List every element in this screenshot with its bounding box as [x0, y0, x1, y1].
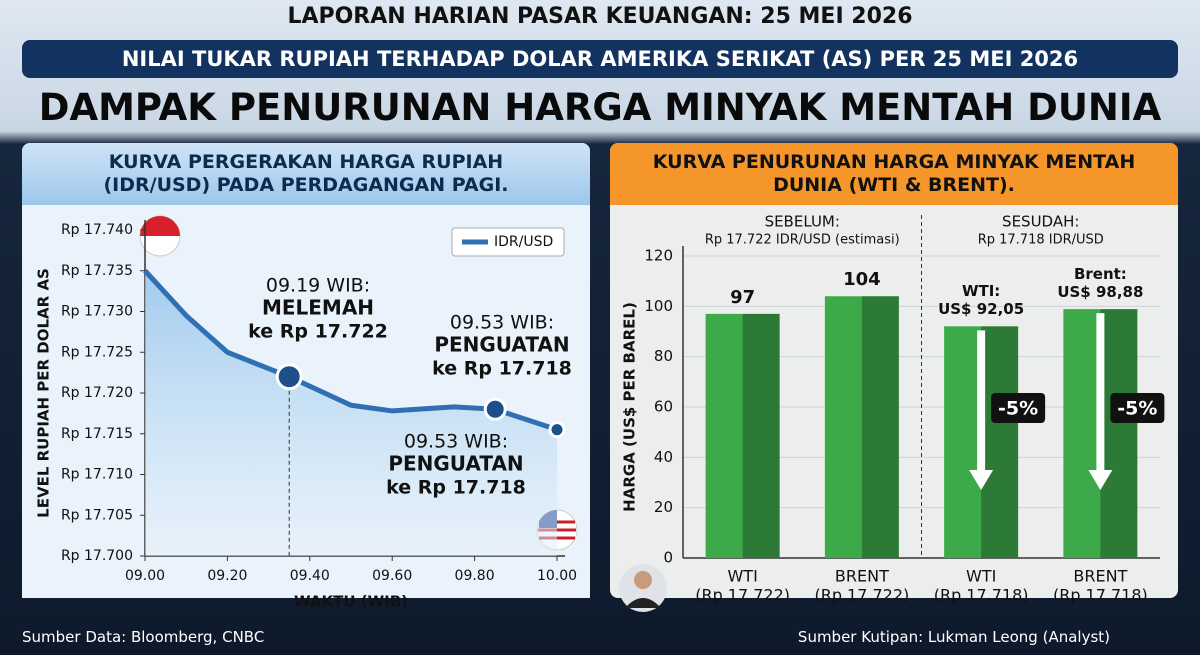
- annotation: 09.53 WIB:: [450, 312, 554, 334]
- group-note: Rp 17.722 IDR/USD (estimasi): [705, 233, 900, 248]
- y-tick-label: 80: [654, 347, 673, 365]
- y-axis-label: HARGA (US$ PER BAREL): [621, 302, 639, 512]
- annotation: ke Rp 17.722: [248, 321, 388, 343]
- chart-title: KURVA PERGERAKAN HARGA RUPIAH (IDR/USD) …: [22, 143, 590, 205]
- y-tick-label: Rp 17.725: [61, 344, 133, 360]
- analyst-photo: [619, 564, 667, 612]
- y-tick-label: Rp 17.735: [61, 263, 133, 279]
- x-axis-label: WAKTU (WIB): [294, 593, 408, 611]
- y-tick-label: 100: [644, 297, 673, 315]
- value-label: 97: [730, 286, 756, 308]
- source: Sumber Data: Bloomberg, CNBC: [22, 628, 265, 646]
- report-title: LAPORAN HARIAN PASAR KEUANGAN: 25 MEI 20…: [287, 4, 913, 29]
- annotation: ke Rp 17.718: [432, 358, 572, 380]
- y-tick-label: 20: [654, 498, 673, 516]
- y-tick-label: Rp 17.715: [61, 426, 133, 442]
- category-note: (Rp 17.722): [695, 586, 790, 605]
- annotation: MELEMAH: [262, 296, 374, 320]
- y-tick-label: Rp 17.740: [61, 222, 133, 238]
- arrow: [969, 330, 994, 490]
- line: [143, 269, 558, 433]
- area: [145, 270, 557, 556]
- y-tick-label: Rp 17.730: [61, 304, 133, 320]
- point: [548, 421, 566, 439]
- annotation: PENGUATAN: [434, 333, 569, 357]
- change-label: -5%: [998, 398, 1038, 420]
- annotation: 09.53 WIB:: [404, 431, 508, 453]
- category-note: (Rp 17.718): [1053, 586, 1148, 605]
- group-title: SEBELUM:: [765, 213, 840, 231]
- x-tick-label: 10.00: [537, 568, 577, 584]
- chart-title: KURVA PENURUNAN HARGA MINYAK MENTAH DUNI…: [610, 143, 1178, 205]
- x-tick-label: WTI: [966, 567, 996, 586]
- value-label: 104: [843, 269, 881, 291]
- change-box: [991, 393, 1046, 423]
- arrow: [1088, 313, 1113, 490]
- annotation: ke Rp 17.718: [386, 477, 526, 499]
- x-tick-label: BRENT: [1073, 567, 1127, 586]
- subtitle-banner: NILAI TUKAR RUPIAH TERHADAP DOLAR AMERIK…: [22, 40, 1178, 78]
- change-box: [1110, 393, 1165, 423]
- group-note: Rp 17.718 IDR/USD: [978, 233, 1104, 248]
- change-label: -5%: [1117, 398, 1157, 420]
- y-tick-label: Rp 17.720: [61, 385, 133, 401]
- category-note: (Rp 17.718): [934, 586, 1029, 605]
- group-title: SESUDAH:: [1002, 213, 1079, 231]
- category-note: (Rp 17.722): [814, 586, 909, 605]
- x-tick-label: 09.20: [207, 568, 247, 584]
- legend-box: [451, 227, 565, 257]
- point: [483, 397, 507, 421]
- bar-shade: [981, 326, 1019, 558]
- annotation: 09.19 WIB:: [266, 275, 370, 297]
- x-tick-label: BRENT: [835, 567, 889, 586]
- value-label: WTI: US$ 92,05: [938, 282, 1025, 319]
- x-tick-label: 09.40: [290, 568, 330, 584]
- y-axis-label: LEVEL RUPIAH PER DOLAR AS: [35, 268, 53, 518]
- x-tick-label: 09.00: [125, 568, 165, 584]
- value-label: Brent: US$ 98,88: [1057, 265, 1144, 302]
- flag-id: [139, 215, 181, 257]
- bar: [824, 296, 899, 558]
- y-tick-label: 40: [654, 448, 673, 466]
- bar-shade: [742, 313, 780, 558]
- bar: [705, 313, 780, 558]
- y-tick-label: 0: [663, 549, 673, 567]
- y-tick-label: 60: [654, 398, 673, 416]
- point: [275, 363, 303, 391]
- legend-label: IDR/USD: [494, 234, 553, 250]
- bar-shade: [1100, 309, 1138, 558]
- y-tick-label: Rp 17.710: [61, 467, 133, 483]
- headline: DAMPAK PENURUNAN HARGA MINYAK MENTAH DUN…: [38, 86, 1162, 129]
- y-tick-label: 120: [644, 247, 673, 265]
- annotation: PENGUATAN: [388, 452, 523, 476]
- bar-shade: [861, 296, 899, 558]
- y-tick-label: Rp 17.705: [61, 507, 133, 523]
- x-tick-label: WTI: [727, 567, 757, 586]
- x-tick-label: 09.60: [372, 568, 412, 584]
- x-tick-label: 09.80: [455, 568, 495, 584]
- quote-source: Sumber Kutipan: Lukman Leong (Analyst): [797, 628, 1110, 646]
- y-tick-label: Rp 17.700: [61, 548, 133, 564]
